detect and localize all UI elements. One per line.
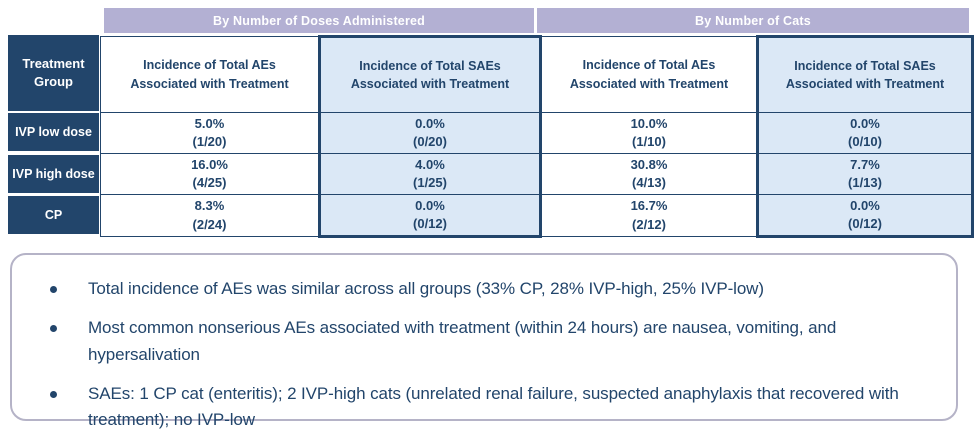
cell-value: 16.7% (2/12) [540,194,758,237]
cell-percent: 8.3% [194,198,225,214]
table-row-ivp-high-dose: 16.0% (4/25) 4.0% (1/25) 30.8% (4/13) 7.… [100,153,974,195]
cell-fraction: (0/12) [848,216,882,231]
cell-value: 16.0% (4/25) [100,153,320,195]
cell-fraction: (2/24) [192,216,227,232]
column-header-sae-cats: Incidence of Total SAEs Associated with … [756,35,974,113]
row-label-ivp-low-dose: IVP low dose [8,113,99,151]
column-header-sae-doses: Incidence of Total SAEs Associated with … [318,35,542,113]
cell-value: 0.0% (0/10) [756,112,974,154]
cell-percent: 0.0% [850,115,880,131]
cell-fraction: (0/10) [848,134,882,149]
table-row-ivp-low-dose: 5.0% (1/20) 0.0% (0/20) 10.0% (1/10) 0.0… [100,112,974,154]
incidence-table: Incidence of Total AEs Associated with T… [100,35,974,238]
cell-value: 7.7% (1/13) [756,153,974,195]
table-header-row: Incidence of Total AEs Associated with T… [100,35,974,113]
column-header-ae-doses: Incidence of Total AEs Associated with T… [100,36,320,113]
cell-value: 0.0% (0/12) [318,194,542,238]
row-label-ivp-high-dose: IVP high dose [8,155,99,193]
cell-percent: 5.0% [194,115,225,131]
cell-fraction: (4/25) [192,175,227,190]
notes-box: Total incidence of AEs was similar acros… [10,253,958,429]
cell-percent: 16.7% [630,198,668,214]
bullet-icon [50,324,57,332]
cell-fraction: (0/20) [413,134,447,149]
bullet-text: Most common nonserious AEs associated wi… [88,317,837,364]
cell-value: 0.0% (0/20) [318,112,542,154]
cell-fraction: (1/25) [413,175,447,190]
cell-percent: 7.7% [850,156,880,172]
cell-percent: 0.0% [850,197,880,213]
cell-percent: 0.0% [415,197,445,213]
column-header-ae-cats: Incidence of Total AEs Associated with T… [540,36,758,113]
corner-header-treatment-group: Treatment Group [8,35,99,111]
bullet-item: SAEs: 1 CP cat (enteritis); 2 IVP-high c… [50,381,928,430]
cell-fraction: (0/12) [413,216,447,231]
cell-value: 8.3% (2/24) [100,194,320,237]
bullet-text: SAEs: 1 CP cat (enteritis); 2 IVP-high c… [88,383,899,430]
cell-fraction: (1/20) [192,134,227,149]
cell-value: 30.8% (4/13) [540,153,758,195]
col-group-header-doses: By Number of Doses Administered [104,8,534,33]
cell-percent: 30.8% [630,156,668,172]
cell-percent: 0.0% [415,115,445,131]
row-label-cp: CP [8,196,99,234]
col-group-header-cats: By Number of Cats [537,8,969,33]
cell-value: 5.0% (1/20) [100,112,320,154]
cell-value: 4.0% (1/25) [318,153,542,195]
bullet-text: Total incidence of AEs was similar acros… [88,279,764,298]
cell-fraction: (2/12) [632,216,666,232]
cell-fraction: (4/13) [632,175,666,190]
cell-value: 0.0% (0/12) [756,194,974,238]
bullet-icon [50,286,57,293]
cell-percent: 10.0% [630,115,668,131]
bullet-icon [50,390,57,398]
bullet-item: Most common nonserious AEs associated wi… [50,315,928,369]
table-row-cp: 8.3% (2/24) 0.0% (0/12) 16.7% (2/12) 0.0… [100,194,974,238]
cell-percent: 4.0% [415,156,445,172]
cell-value: 10.0% (1/10) [540,112,758,154]
cell-fraction: (1/13) [848,175,882,190]
bullet-item: Total incidence of AEs was similar acros… [50,276,928,303]
cell-percent: 16.0% [191,156,228,172]
cell-fraction: (1/10) [632,134,666,149]
